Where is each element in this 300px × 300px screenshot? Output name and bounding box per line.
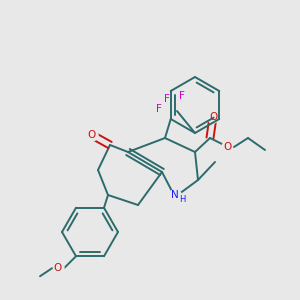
Text: O: O: [209, 112, 217, 122]
Text: F: F: [156, 104, 162, 114]
Circle shape: [207, 111, 219, 123]
Circle shape: [52, 262, 64, 274]
Text: O: O: [54, 263, 62, 273]
Text: O: O: [224, 142, 232, 152]
Text: F: F: [164, 94, 170, 104]
Text: O: O: [88, 130, 96, 140]
Text: N: N: [171, 190, 179, 200]
Circle shape: [222, 141, 234, 153]
Circle shape: [86, 129, 98, 141]
Text: H: H: [179, 196, 185, 205]
Circle shape: [168, 190, 182, 204]
Text: F: F: [179, 91, 185, 101]
